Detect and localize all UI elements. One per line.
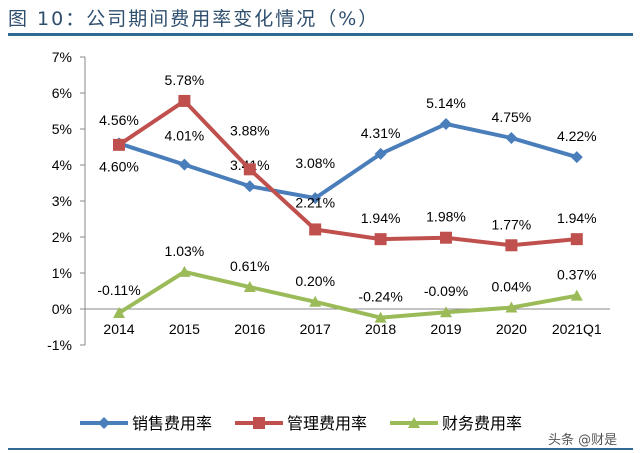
data-label: 0.37% <box>557 267 597 283</box>
x-tick-label: 2016 <box>234 321 265 337</box>
data-point <box>243 281 256 293</box>
legend-label: 管理费用率 <box>287 415 367 433</box>
data-point <box>440 117 452 130</box>
data-label: 5.14% <box>426 95 466 111</box>
y-tick-label: 0% <box>52 301 72 317</box>
data-point <box>178 158 191 171</box>
y-tick-label: 7% <box>52 49 72 65</box>
data-label: 1.94% <box>557 210 597 226</box>
data-label: 1.03% <box>165 243 205 259</box>
data-point <box>440 306 452 318</box>
x-tick-label: 2017 <box>300 321 331 337</box>
data-label: 1.98% <box>426 209 466 225</box>
data-label: 0.04% <box>492 279 532 295</box>
data-point <box>374 311 387 323</box>
data-point <box>309 295 322 307</box>
legend-marker <box>408 417 420 428</box>
data-label: 1.77% <box>492 216 532 232</box>
data-label: 4.31% <box>361 125 401 141</box>
data-label: -0.09% <box>424 283 468 299</box>
x-tick-label: 2019 <box>430 321 461 337</box>
data-point <box>570 233 583 246</box>
watermark: 头条 @财是 <box>548 433 618 448</box>
data-label: 4.22% <box>557 128 597 144</box>
data-point <box>243 180 256 193</box>
data-point <box>505 132 518 144</box>
y-tick-label: 3% <box>52 193 72 209</box>
data-label: 3.08% <box>295 155 335 171</box>
data-label: 2.21% <box>295 194 335 210</box>
data-point <box>374 233 387 246</box>
data-point <box>113 138 125 151</box>
data-point <box>505 239 518 252</box>
data-label: 4.75% <box>492 109 532 125</box>
y-tick-label: 5% <box>52 121 72 137</box>
data-point <box>440 231 452 244</box>
data-point <box>178 94 191 107</box>
y-tick-label: 2% <box>52 229 72 245</box>
legend-marker <box>98 417 110 429</box>
figure-title: 图 10：公司期间费用率变化情况（%） <box>8 8 380 30</box>
data-point <box>113 306 125 318</box>
data-label: 1.94% <box>361 210 401 226</box>
data-point <box>178 265 191 277</box>
legend-label: 财务费用率 <box>442 415 522 433</box>
x-tick-label: 2014 <box>103 321 134 337</box>
data-point <box>505 301 518 313</box>
data-label: -0.11% <box>97 282 140 298</box>
series-line-0 <box>118 121 578 201</box>
title-divider <box>8 33 633 36</box>
series-line-2 <box>117 269 578 320</box>
data-point <box>309 192 322 205</box>
data-label: -0.24% <box>358 289 402 305</box>
x-tick-label: 2018 <box>365 321 396 337</box>
bottom-divider <box>8 448 633 450</box>
data-point <box>309 223 322 236</box>
data-label: 3.88% <box>230 122 270 138</box>
data-point <box>243 163 256 176</box>
x-tick-label: 2020 <box>496 321 527 337</box>
data-label: 4.56% <box>99 112 139 128</box>
y-tick-label: 1% <box>52 265 72 281</box>
legend-marker <box>253 417 265 429</box>
x-tick-label: 2021Q1 <box>552 321 602 337</box>
data-label: 5.78% <box>165 72 205 88</box>
legend-label: 销售费用率 <box>132 415 212 433</box>
y-tick-label: 6% <box>52 85 72 101</box>
data-label: 4.01% <box>165 128 205 144</box>
series-line-1 <box>117 98 577 248</box>
data-label: 0.61% <box>230 258 270 274</box>
data-point <box>570 151 583 164</box>
x-tick-label: 2015 <box>169 321 200 337</box>
y-tick-label: 4% <box>52 157 72 173</box>
data-label: 4.60% <box>99 158 139 174</box>
data-point <box>374 147 387 160</box>
y-tick-label: -1% <box>47 337 72 353</box>
data-point <box>570 289 583 301</box>
data-label: 0.20% <box>295 273 335 289</box>
